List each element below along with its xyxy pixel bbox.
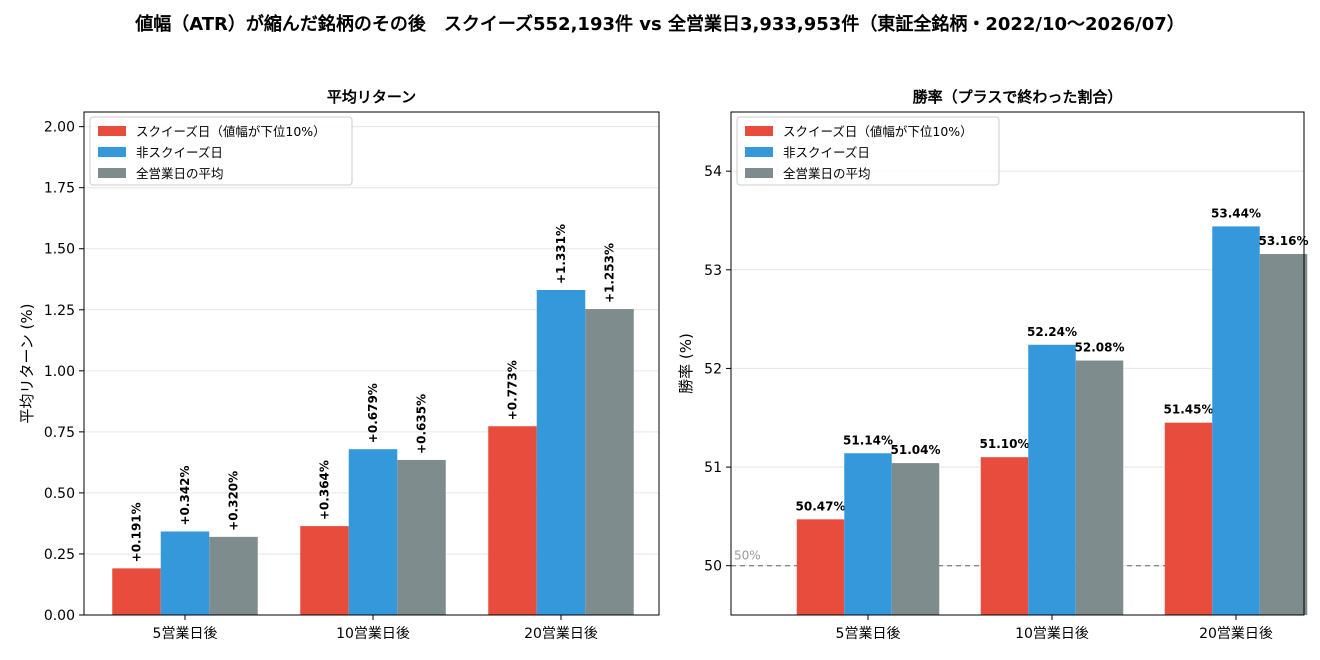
chart2-bar (891, 463, 940, 615)
chart1-ytick-label: 2.00 (44, 120, 75, 136)
chart2-axes-frame (730, 111, 1305, 616)
chart1-data-label: +0.342% (178, 465, 192, 525)
chart1-legend-swatch (98, 126, 126, 136)
chart1-xtick-label: 20営業日後 (524, 626, 598, 642)
chart1-data-label: +0.635% (415, 394, 429, 454)
chart1-data-label: +0.320% (227, 471, 241, 531)
chart1-ytick-label: 0.25 (44, 547, 75, 563)
chart1-bar (397, 459, 446, 615)
chart1-xtick-label: 10営業日後 (336, 626, 410, 642)
chart2-bar (1028, 344, 1076, 615)
chart1-data-label: +0.679% (366, 383, 380, 443)
chart2-bar (844, 453, 892, 615)
chart2-bar (1164, 422, 1213, 615)
chart2-ytick-label: 54 (704, 164, 722, 180)
chart2-data-label: 53.16% (1259, 234, 1309, 248)
chart2-bar (1259, 254, 1308, 615)
chart2-bar (980, 457, 1029, 615)
chart1-ytick-label: 1.25 (44, 303, 75, 319)
chart2-legend-label: 全営業日の平均 (783, 166, 871, 181)
chart1-bar (300, 526, 349, 615)
chart1-xtick-label: 5営業日後 (153, 626, 218, 642)
chart2-legend-swatch (745, 168, 773, 178)
chart1-ylabel: 平均リターン (%) (18, 304, 36, 424)
chart1-title: 平均リターン (327, 88, 416, 106)
chart2-xtick-label: 20営業日後 (1199, 626, 1273, 642)
chart2-ylabel: 勝率 (%) (677, 333, 695, 394)
chart2-legend-swatch (745, 126, 773, 136)
chart2-xtick-label: 10営業日後 (1015, 626, 1089, 642)
chart1-ytick-label: 1.50 (44, 242, 75, 258)
chart2-ytick-label: 53 (704, 263, 722, 279)
chart1-legend-swatch (98, 168, 126, 178)
chart1-ytick-label: 0.00 (44, 608, 75, 624)
chart2-bar (796, 519, 845, 615)
chart2-legend-label: 非スクイーズ日 (783, 145, 870, 160)
chart1-bar (488, 426, 537, 615)
chart1-data-label: +1.253% (603, 243, 617, 303)
chart1-legend-swatch (98, 147, 126, 157)
chart2-legend (736, 116, 1000, 186)
chart2-ytick-label: 50 (704, 559, 722, 575)
chart1-axes-frame (83, 111, 660, 616)
chart2-data-label: 51.10% (980, 437, 1030, 451)
chart2-data-label: 51.04% (891, 443, 941, 457)
chart1-bar (536, 290, 586, 615)
chart1-legend-label: スクイーズ日（値幅が下位10%） (136, 124, 326, 139)
chart2-ytick-label: 52 (704, 361, 722, 377)
chart1-ytick-label: 0.50 (44, 486, 75, 502)
chart1-data-label: +0.364% (318, 460, 332, 520)
chart2-reference-label: 50% (734, 549, 761, 563)
chart1-bar (348, 449, 398, 615)
chart2-title: 勝率（プラスで終わった割合） (913, 88, 1123, 106)
chart2-xtick-label: 5営業日後 (836, 626, 901, 642)
chart1-legend-label: 全営業日の平均 (136, 166, 224, 181)
chart2-data-label: 50.47% (796, 499, 846, 513)
chart2-legend-label: スクイーズ日（値幅が下位10%） (783, 124, 973, 139)
chart2-data-label: 52.24% (1027, 325, 1077, 339)
chart1-ytick-label: 0.75 (44, 425, 75, 441)
chart2-data-label: 53.44% (1211, 206, 1261, 220)
chart1-data-label: +0.773% (506, 360, 520, 420)
chart2-bar (1212, 226, 1260, 615)
chart1-ytick-label: 1.75 (44, 181, 75, 197)
chart1-legend (89, 116, 353, 186)
chart2-data-label: 52.08% (1075, 341, 1125, 355)
chart2-ytick-label: 51 (704, 460, 722, 476)
chart2-bar (1075, 360, 1124, 615)
chart1-legend-label: 非スクイーズ日 (136, 145, 223, 160)
chart1-bar (112, 568, 161, 615)
chart1-ytick-label: 1.00 (44, 364, 75, 380)
chart1-data-label: +1.331% (554, 224, 568, 284)
chart2-legend-swatch (745, 147, 773, 157)
chart2-data-label: 51.45% (1164, 403, 1214, 417)
chart2-data-label: 51.14% (843, 433, 893, 447)
chart1-bar (209, 536, 258, 615)
figure-title: 値幅（ATR）が縮んだ銘柄のその後 スクイーズ552,193件 vs 全営業日3… (135, 14, 1185, 35)
chart1-bar (585, 309, 634, 615)
chart1-data-label: +0.191% (130, 502, 144, 562)
chart1-bar (160, 531, 210, 615)
